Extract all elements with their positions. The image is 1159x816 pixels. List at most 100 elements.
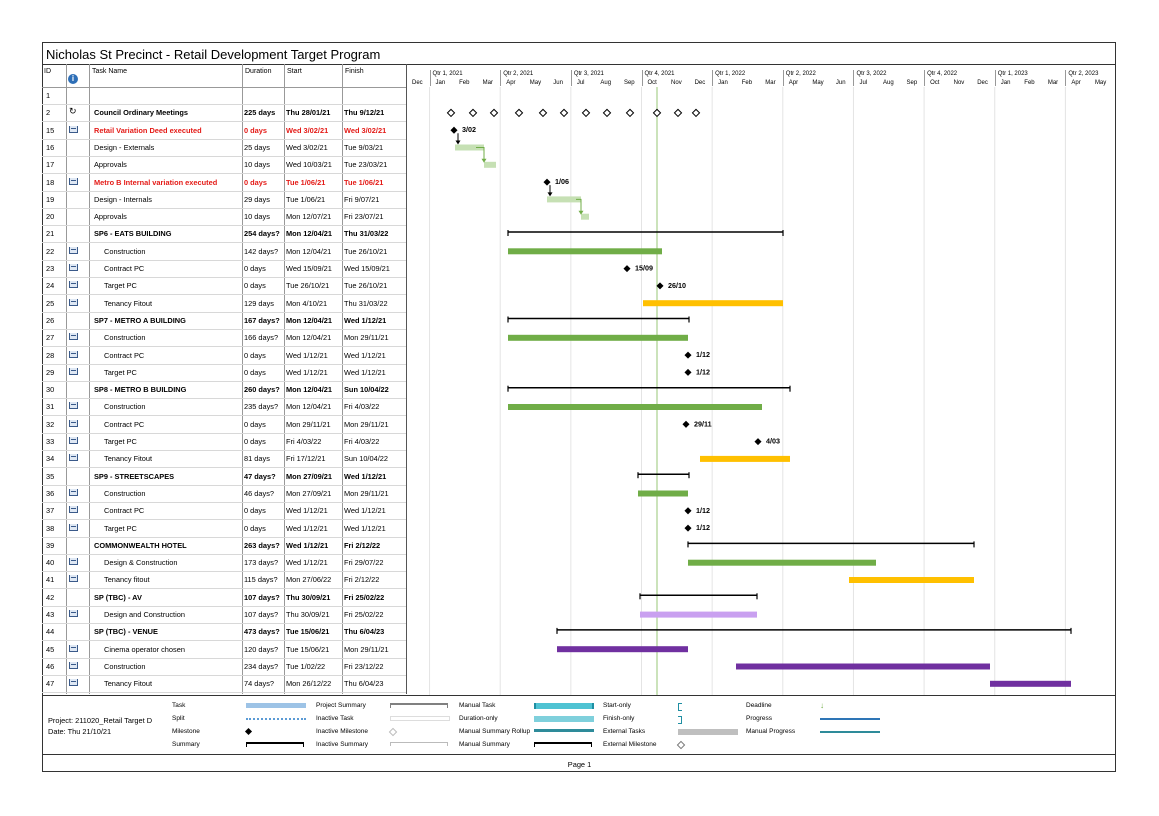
task-name: Target PC [104,281,137,291]
table-row[interactable]: 39 COMMONWEALTH HOTEL 263 days? Wed 1/12/21… [42,538,406,555]
task-finish: Thu 31/03/22 [344,229,389,239]
task-bar [547,196,581,203]
col-header-finish[interactable]: Finish [345,68,364,75]
task-start: Mon 27/09/21 [286,471,333,481]
task-finish: Wed 1/12/21 [344,523,386,533]
legend-divider [42,695,1116,696]
col-header-duration[interactable]: Duration [245,68,272,75]
month-label: Jul [576,80,585,86]
task-start: Thu 30/09/21 [286,592,331,602]
task-start: Wed 10/03/21 [286,160,332,170]
month-label: May [812,80,824,86]
table-row[interactable]: 38 Target PC 0 days Wed 1/12/21 Wed 1/12/21 [42,521,406,538]
task-finish: Wed 1/12/21 [344,315,387,325]
row-id: 22 [46,246,55,256]
table-row[interactable]: 47 Tenancy Fitout 74 days? Mon 26/12/22 Thu … [42,676,406,694]
task-name: Construction [104,246,146,256]
table-row[interactable]: 21 SP6 - EATS BUILDING 254 days? Mon 12/04/… [42,226,406,244]
table-row[interactable]: 24 Target PC 0 days Tue 26/10/21 Tue 26/10/2… [42,278,406,296]
calendar-icon [69,125,83,136]
table-row[interactable]: 44 SP (TBC) - VENUE 473 days? Tue 15/06/21 T… [42,624,406,642]
task-start: Mon 12/07/21 [286,212,332,222]
quarter-label: Qtr 1, 2021 [432,71,463,77]
legend-label: Manual Summary Rollup [459,728,531,735]
table-row[interactable]: 15 Retail Variation Deed executed 0 days We… [42,123,406,140]
task-name: COMMONWEALTH HOTEL [94,540,187,550]
row-id: 20 [46,212,55,222]
month-label: Feb [1024,80,1035,86]
table-row[interactable]: 34 Tenancy Fitout 81 days Fri 17/12/21 Sun 1… [42,451,406,469]
task-duration: 260 days? [244,385,280,395]
table-row[interactable]: 30 SP8 - METRO B BUILDING 260 days? Mon 12/… [42,382,406,400]
table-row[interactable]: 23 Contract PC 0 days Wed 15/09/21 Wed 15/09… [42,261,406,278]
table-row[interactable]: 33 Target PC 0 days Fri 4/03/22 Fri 4/03/22 [42,434,406,451]
legend-swatch [246,742,304,747]
row-id: 26 [46,315,55,325]
legend-label: External Tasks [603,728,646,735]
col-header-start[interactable]: Start [287,68,302,75]
table-row[interactable]: 1 [42,88,406,105]
col-header-task-name[interactable]: Task Name [92,68,128,75]
table-row[interactable]: 20 Approvals 10 days Mon 12/07/21 Fri 23/07/… [42,209,406,227]
task-start: Wed 1/12/21 [286,350,328,360]
milestone-marker [754,438,762,446]
task-duration: 10 days [244,160,270,170]
milestone-label: 1/12 [696,350,710,359]
table-row[interactable]: 45 Cinema operator chosen 120 days? Tue 15/… [42,642,406,659]
milestone-label: 1/06 [555,177,569,186]
table-row[interactable]: 27 Construction 166 days? Mon 12/04/21 Mon 2… [42,330,406,348]
table-row[interactable]: 18 Metro B Internal variation executed 0 d… [42,175,406,192]
task-finish: Thu 31/03/22 [344,298,388,308]
table-row[interactable]: 43 Design and Construction 107 days? Thu 30… [42,607,406,624]
task-duration: 0 days [244,437,266,446]
table-row[interactable]: 35 SP9 - STREETSCAPES 47 days? Mon 27/09/21… [42,469,406,486]
calendar-icon [69,264,83,274]
table-row[interactable]: 42 SP (TBC) - AV 107 days? Thu 30/09/21 Fri … [42,590,406,607]
month-label: Jan [1000,80,1011,86]
row-id: 19 [46,194,55,204]
task-duration: 74 days? [244,679,274,689]
task-duration: 46 days? [244,488,274,498]
task-start: Tue 15/06/21 [286,644,330,654]
task-duration: 115 days? [244,575,278,585]
table-row[interactable]: 40 Design & Construction 173 days? Wed 1/12… [42,555,406,573]
col-header-id[interactable]: ID [44,68,51,75]
table-row[interactable]: 41 Tenancy fitout 115 days? Mon 27/06/22 Fri… [42,572,406,590]
task-bar [581,213,589,220]
table-row[interactable]: 29 Target PC 0 days Wed 1/12/21 Wed 1/12/21 [42,365,406,382]
task-finish: Fri 23/12/22 [344,661,384,671]
legend-label: Inactive Task [316,715,354,722]
table-row[interactable]: 25 Tenancy Fitout 129 days Mon 4/10/21 Thu 3… [42,296,406,313]
calendar-icon [69,679,83,689]
quarter-divider [853,70,855,86]
legend-swatch [244,727,253,736]
task-start: Mon 12/04/21 [286,246,332,256]
quarter-divider [1065,70,1067,86]
legend-swatch [390,703,448,708]
month-label: Mar [1047,80,1059,86]
task-bar [700,455,790,462]
row-id: 29 [46,367,55,377]
table-row[interactable]: 31 Construction 235 days? Mon 12/04/21 Fri 4… [42,399,406,417]
info-icon[interactable]: i [68,74,78,84]
task-name: Contract PC [104,506,145,516]
table-row[interactable]: 22 Construction 142 days? Mon 12/04/21 Tue 2… [42,244,406,261]
recurring-meeting-milestone [559,108,569,118]
table-row[interactable]: 26 SP7 - METRO A BUILDING 167 days? Mon 12/… [42,313,406,330]
table-row[interactable]: 2 ↻ Council Ordinary Meetings 225 days Thu 2… [42,105,406,123]
table-row[interactable]: 19 Design - Internals 29 days Tue 1/06/21 Fr… [42,192,406,209]
table-row[interactable]: 46 Construction 234 days? Tue 1/02/22 Fri 23… [42,659,406,676]
recurring-meeting-milestone [652,108,662,118]
quarter-divider [994,70,996,86]
task-start: Mon 12/04/21 [286,229,333,239]
task-bar [508,334,688,341]
table-row[interactable]: 16 Design - Externals 25 days Wed 3/02/21 Tu… [42,140,406,157]
task-name: Construction [104,333,146,343]
table-row[interactable]: 32 Contract PC 0 days Mon 29/11/21 Mon 29/11… [42,417,406,434]
legend-label: Task [172,702,186,709]
table-row[interactable]: 17 Approvals 10 days Wed 10/03/21 Tue 23/03/… [42,157,406,175]
milestone-label: 1/12 [696,523,710,532]
table-row[interactable]: 36 Construction 46 days? Mon 27/09/21 Mon 29… [42,486,406,503]
table-row[interactable]: 28 Contract PC 0 days Wed 1/12/21 Wed 1/12/2… [42,348,406,365]
table-row[interactable]: 37 Contract PC 0 days Wed 1/12/21 Wed 1/12/2… [42,503,406,521]
